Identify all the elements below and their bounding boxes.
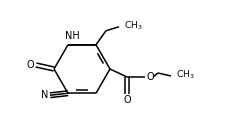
Text: N: N: [41, 90, 48, 100]
Text: O: O: [27, 60, 34, 70]
Text: NH: NH: [65, 31, 79, 41]
Text: O: O: [147, 72, 154, 82]
Text: CH$_3$: CH$_3$: [125, 19, 143, 32]
Text: O: O: [123, 95, 131, 105]
Text: CH$_3$: CH$_3$: [176, 69, 195, 81]
